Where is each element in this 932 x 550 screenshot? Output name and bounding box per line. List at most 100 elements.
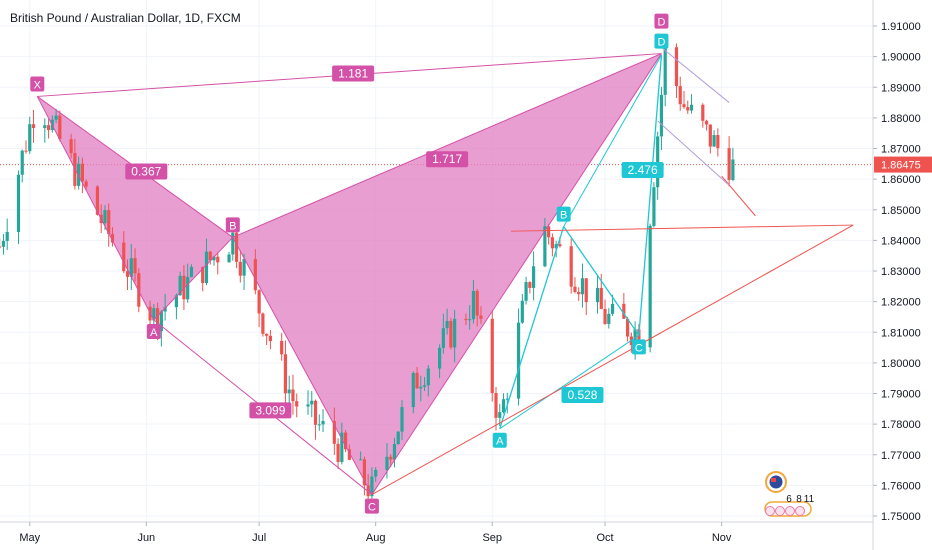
candle[interactable] <box>5 218 9 250</box>
candle[interactable] <box>603 299 607 325</box>
candle[interactable] <box>528 281 532 294</box>
candle[interactable] <box>501 393 506 414</box>
flag-icon-badge[interactable] <box>765 471 787 493</box>
candle[interactable] <box>110 227 115 247</box>
candle[interactable] <box>295 393 299 418</box>
candle[interactable] <box>216 252 220 275</box>
candle[interactable] <box>652 182 656 228</box>
candle[interactable] <box>438 344 442 379</box>
candle[interactable] <box>28 116 32 154</box>
candle[interactable] <box>663 41 667 107</box>
candle[interactable] <box>426 365 430 397</box>
candle[interactable] <box>595 274 600 314</box>
candle[interactable] <box>547 223 551 245</box>
candle[interactable] <box>268 330 272 350</box>
candle[interactable] <box>464 313 468 325</box>
candle[interactable] <box>238 250 242 283</box>
candle[interactable] <box>227 251 231 263</box>
candle[interactable] <box>261 312 265 337</box>
candle[interactable] <box>201 266 205 292</box>
candle[interactable] <box>449 317 453 350</box>
candle[interactable] <box>532 251 536 301</box>
candle[interactable] <box>321 409 325 433</box>
candle[interactable] <box>490 310 494 402</box>
event-badges[interactable]: 6 8 11 <box>764 471 815 517</box>
candle[interactable] <box>257 289 261 327</box>
candle[interactable] <box>208 250 212 265</box>
candle[interactable] <box>332 407 336 455</box>
candle[interactable] <box>24 140 28 154</box>
candle[interactable] <box>411 371 415 414</box>
candle[interactable] <box>396 431 400 445</box>
candle[interactable] <box>340 422 344 465</box>
candle[interactable] <box>283 340 288 404</box>
candle[interactable] <box>550 233 554 257</box>
candle[interactable] <box>163 293 167 321</box>
candle[interactable] <box>280 332 284 361</box>
candle[interactable] <box>689 94 694 114</box>
candle[interactable] <box>731 147 735 182</box>
candle[interactable] <box>479 306 483 324</box>
candle[interactable] <box>291 374 295 415</box>
candle[interactable] <box>317 414 321 431</box>
candle[interactable] <box>178 271 182 296</box>
candle[interactable] <box>708 124 712 154</box>
candle[interactable] <box>107 203 111 247</box>
candle[interactable] <box>43 118 47 143</box>
price-axis[interactable]: 1.75000 1.76000 1.77000 1.78000 1.79000 1.800… <box>872 0 932 550</box>
candle[interactable] <box>80 157 84 194</box>
candle[interactable] <box>231 231 235 261</box>
candle[interactable] <box>659 86 664 151</box>
candle[interactable] <box>234 225 239 269</box>
candle[interactable] <box>69 133 73 159</box>
candle[interactable] <box>84 179 88 190</box>
candle[interactable] <box>95 185 100 216</box>
candle[interactable] <box>182 265 186 310</box>
candle[interactable] <box>516 308 521 406</box>
candle[interactable] <box>129 243 133 291</box>
candle[interactable] <box>174 293 178 320</box>
candle[interactable] <box>287 375 291 404</box>
candle[interactable] <box>475 288 479 327</box>
candle[interactable] <box>468 305 472 330</box>
candle[interactable] <box>385 443 389 479</box>
event-badge-row[interactable] <box>764 501 812 517</box>
candle[interactable] <box>242 253 246 290</box>
candle[interactable] <box>370 467 374 503</box>
candle[interactable] <box>336 438 340 470</box>
candle[interactable] <box>125 259 130 291</box>
candle[interactable] <box>253 249 257 295</box>
candle[interactable] <box>392 437 397 468</box>
candle[interactable] <box>607 308 611 329</box>
candle[interactable] <box>359 451 363 461</box>
candle[interactable] <box>419 375 423 402</box>
candle[interactable] <box>584 278 588 316</box>
candle[interactable] <box>441 313 445 354</box>
candle[interactable] <box>186 263 190 303</box>
candle[interactable] <box>344 430 348 453</box>
candle[interactable] <box>0 237 2 249</box>
candle[interactable] <box>159 310 163 347</box>
candle[interactable] <box>678 76 682 111</box>
candle[interactable] <box>389 454 393 467</box>
candle[interactable] <box>648 223 652 353</box>
candle[interactable] <box>313 399 318 440</box>
candle[interactable] <box>189 264 194 278</box>
candle[interactable] <box>1 234 6 255</box>
candle[interactable] <box>712 130 716 147</box>
candle[interactable] <box>580 263 585 308</box>
candle[interactable] <box>498 404 502 426</box>
candle[interactable] <box>569 238 573 294</box>
last-price-tag[interactable]: 1.86475 <box>874 156 932 173</box>
candle[interactable] <box>682 90 686 109</box>
candle[interactable] <box>494 387 498 431</box>
candle[interactable] <box>577 287 581 301</box>
candle[interactable] <box>20 149 24 183</box>
candle[interactable] <box>133 248 137 282</box>
candle[interactable] <box>204 238 209 286</box>
candle[interactable] <box>31 109 36 143</box>
candle[interactable] <box>445 308 449 335</box>
candle[interactable] <box>415 366 419 389</box>
candle[interactable] <box>471 280 476 324</box>
candle[interactable] <box>122 231 126 274</box>
